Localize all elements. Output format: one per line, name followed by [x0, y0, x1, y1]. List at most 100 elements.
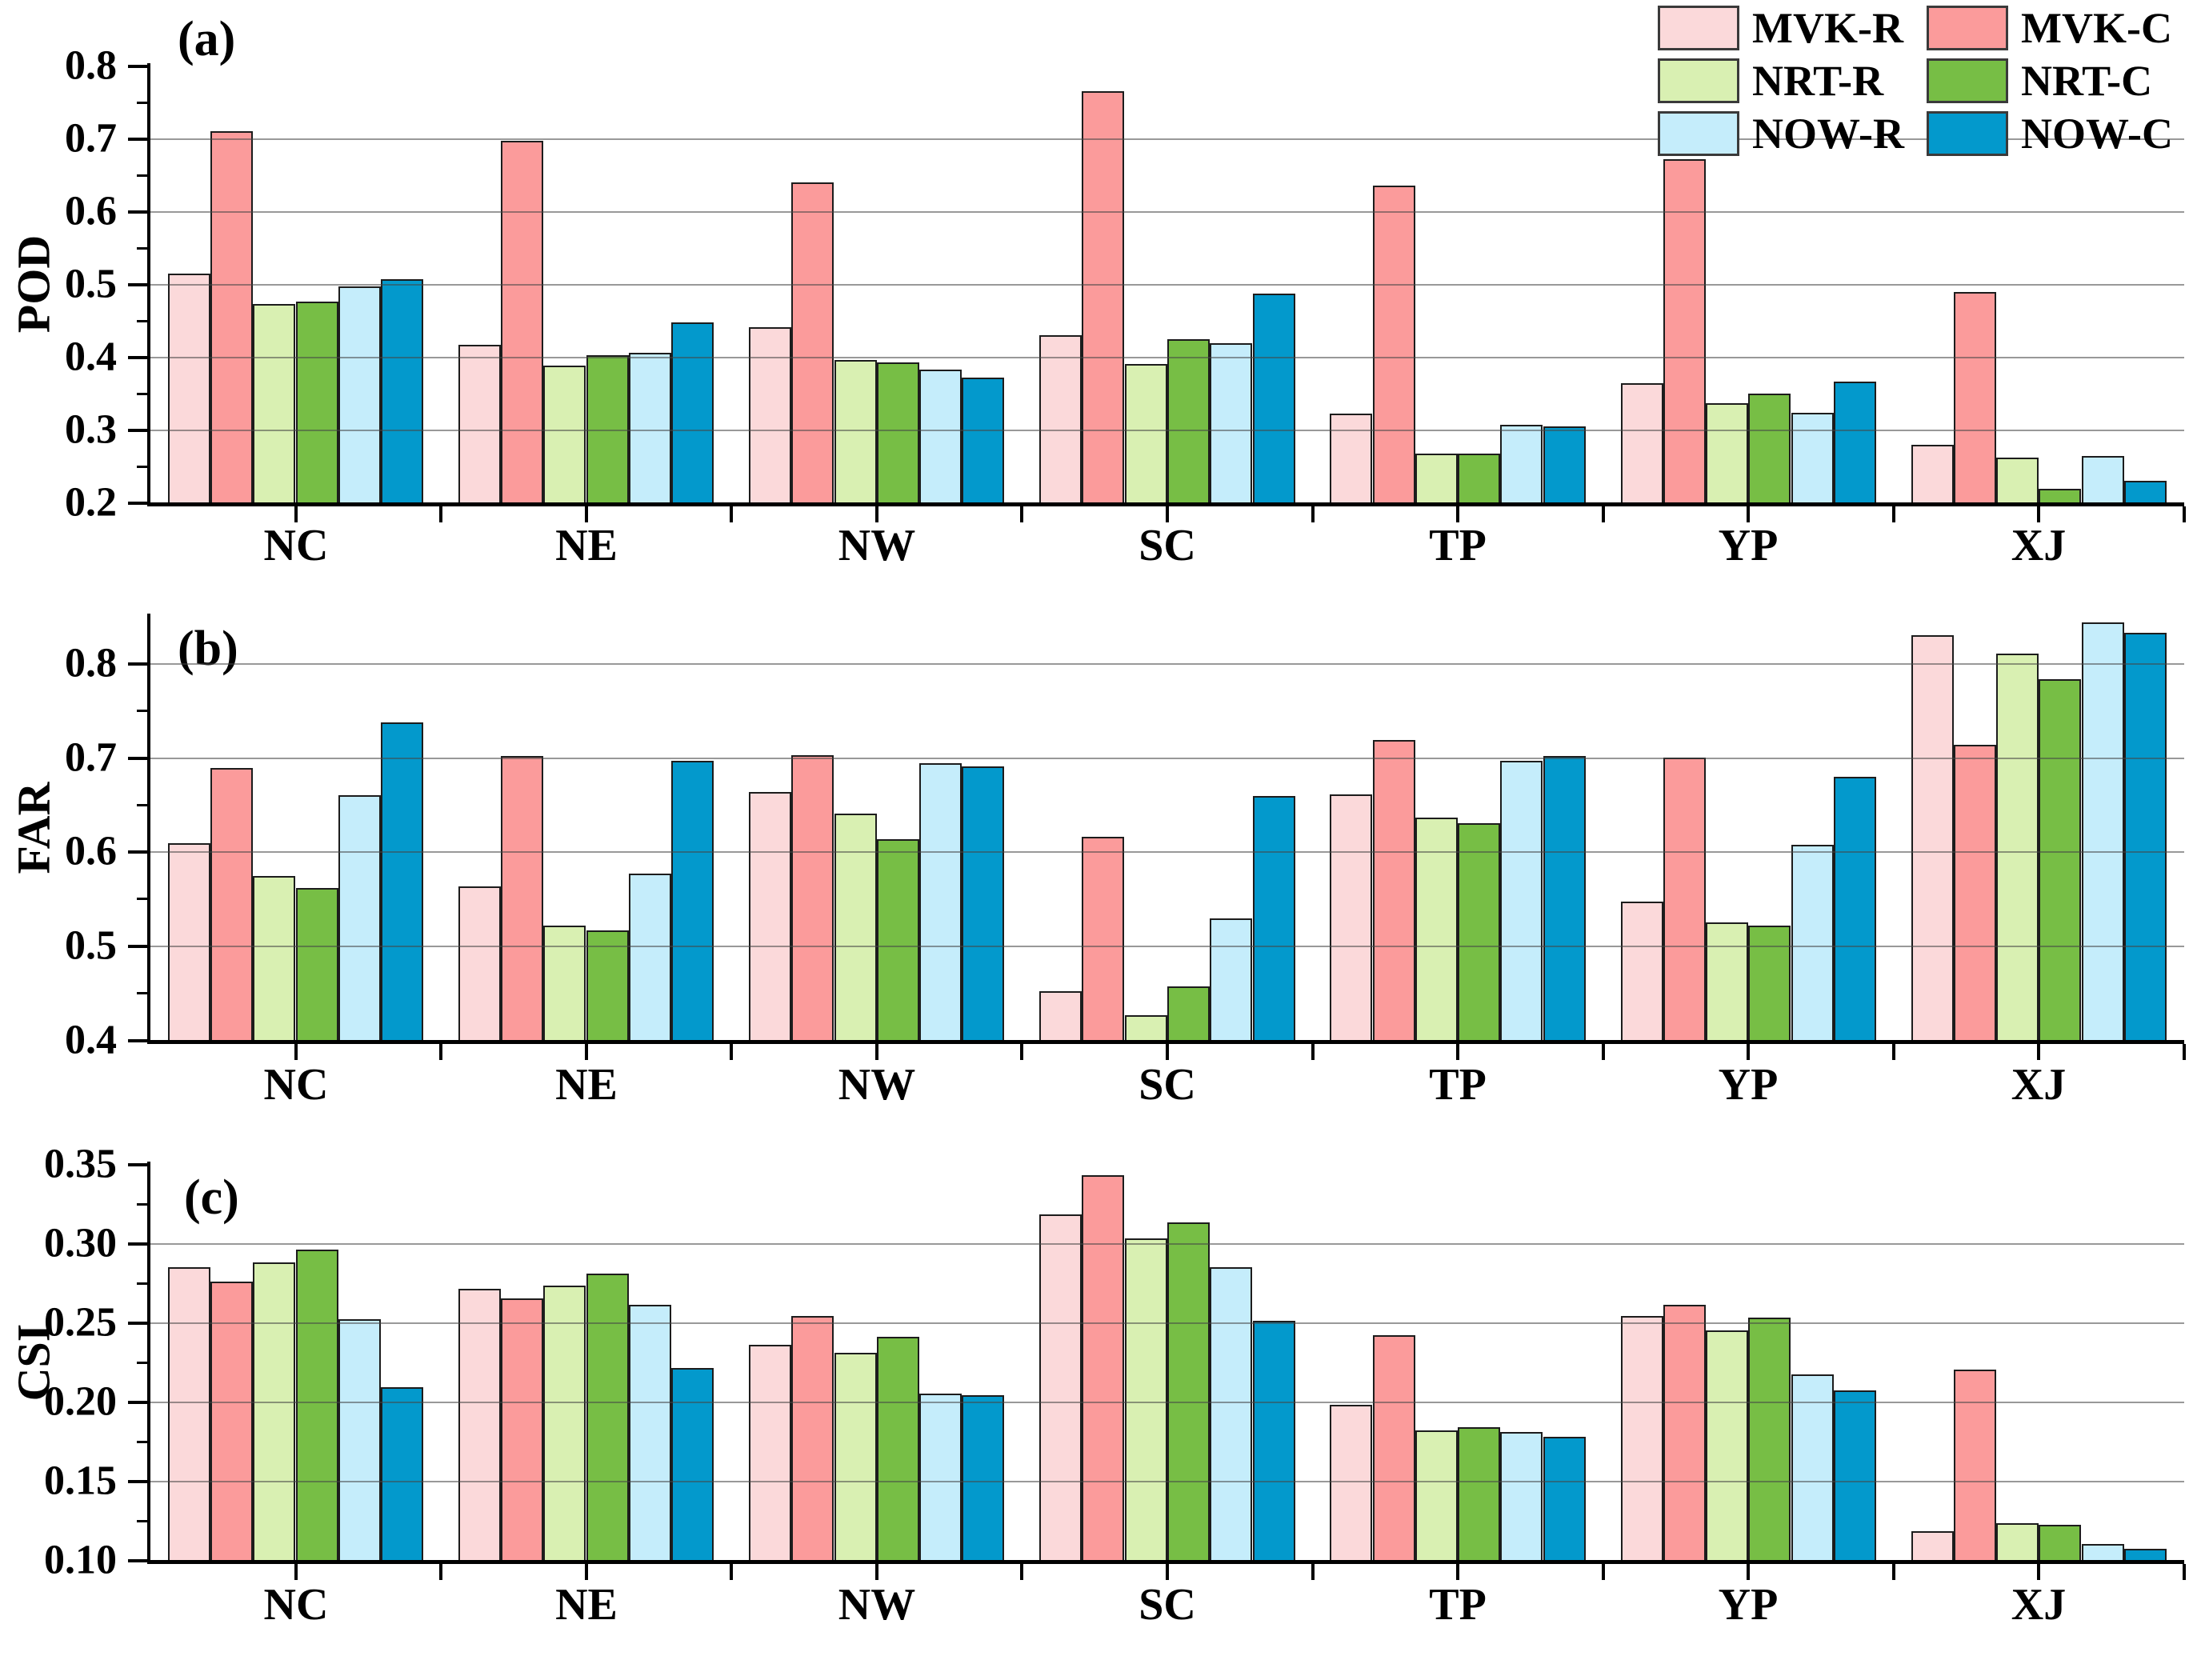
- legend-item-MVK-C: MVK-C: [1927, 3, 2172, 53]
- bar-NRT-R-YP-b: [1706, 922, 1748, 1042]
- bar-MVK-C-NW-c: [791, 1316, 834, 1562]
- bar-MVK-C-NC-c: [210, 1282, 253, 1562]
- bar-NOW-C-NC-a: [381, 279, 423, 504]
- bar-NRT-R-SC-c: [1125, 1238, 1167, 1562]
- y-major-tick-a: [128, 283, 147, 286]
- bar-NRT-R-NW-c: [834, 1353, 877, 1562]
- y-tick-label-b: 0.5: [65, 922, 117, 969]
- panel-letter-c: (c): [184, 1170, 239, 1225]
- y-major-tick-a: [128, 65, 147, 68]
- bar-NOW-R-YP-a: [1791, 413, 1834, 504]
- y-tick-label-b: 0.4: [65, 1017, 117, 1063]
- bar-MVK-C-NC-b: [210, 768, 253, 1042]
- bar-NRT-C-YP-b: [1748, 926, 1791, 1042]
- bar-NRT-C-NW-a: [877, 362, 919, 504]
- y-minor-tick-c: [137, 1441, 147, 1443]
- x-center-tick-b: [1747, 1044, 1750, 1060]
- x-boundary-tick-b: [1602, 1044, 1605, 1060]
- bar-MVK-C-YP-c: [1663, 1305, 1706, 1562]
- bar-MVK-C-XJ-c: [1954, 1370, 1996, 1562]
- bar-NOW-R-YP-b: [1791, 845, 1834, 1042]
- gridline-c-0.2: [150, 1402, 2184, 1403]
- bar-MVK-R-NE-a: [458, 345, 501, 504]
- legend-item-NRT-R: NRT-R: [1658, 56, 1883, 106]
- bar-NRT-R-NC-a: [253, 304, 295, 504]
- bar-MVK-R-NE-b: [458, 886, 501, 1042]
- x-center-tick-b: [585, 1044, 588, 1060]
- bar-NRT-C-SC-b: [1167, 986, 1210, 1042]
- y-minor-tick-b: [137, 898, 147, 900]
- y-axis-title-c: CSI: [7, 1323, 60, 1402]
- bar-MVK-C-TP-c: [1373, 1335, 1415, 1562]
- x-center-tick-b: [1456, 1044, 1459, 1060]
- bar-MVK-C-YP-b: [1663, 758, 1706, 1042]
- y-tick-label-c: 0.30: [44, 1220, 117, 1266]
- bar-NOW-C-YP-a: [1834, 382, 1876, 504]
- bar-NRT-C-NC-a: [296, 302, 338, 504]
- bar-MVK-C-NW-a: [791, 182, 834, 504]
- bar-NOW-R-NW-b: [919, 763, 962, 1042]
- bar-MVK-R-NW-a: [749, 327, 791, 504]
- y-tick-label-b: 0.7: [65, 734, 117, 781]
- legend-swatch-MVK-R: [1658, 6, 1739, 50]
- panel-letter-a: (a): [178, 12, 236, 66]
- bar-NRT-R-NE-a: [543, 366, 586, 504]
- x-boundary-tick-a: [2183, 506, 2186, 522]
- bar-MVK-C-TP-b: [1373, 740, 1415, 1042]
- x-center-tick-b: [294, 1044, 298, 1060]
- bar-NRT-C-TP-c: [1458, 1427, 1500, 1562]
- category-label-NC-a: NC: [263, 521, 329, 570]
- bar-NRT-C-SC-a: [1167, 339, 1210, 504]
- legend-swatch-NOW-C: [1927, 111, 2008, 156]
- bar-NRT-C-NW-c: [877, 1337, 919, 1562]
- gridline-c-0.15: [150, 1481, 2184, 1482]
- x-center-tick-a: [1166, 506, 1169, 522]
- y-tick-label-c: 0.25: [44, 1299, 117, 1346]
- x-boundary-tick-c: [730, 1564, 733, 1580]
- category-label-NC-c: NC: [263, 1580, 329, 1630]
- bar-MVK-R-SC-c: [1039, 1214, 1082, 1562]
- bar-NOW-C-TP-b: [1543, 756, 1586, 1042]
- y-axis-title-b: FAR: [7, 782, 60, 874]
- x-center-tick-c: [875, 1564, 878, 1580]
- y-major-tick-c: [128, 1401, 147, 1404]
- bar-NRT-R-TP-a: [1415, 454, 1458, 504]
- x-center-tick-a: [294, 506, 298, 522]
- bar-MVK-C-NW-b: [791, 755, 834, 1042]
- legend-label-MVK-R: MVK-R: [1752, 4, 1903, 52]
- x-center-tick-c: [2037, 1564, 2040, 1580]
- bar-MVK-C-SC-b: [1082, 837, 1124, 1042]
- bar-NRT-R-XJ-b: [1996, 654, 2039, 1042]
- gridline-b-0.7: [150, 758, 2184, 759]
- x-center-tick-a: [1456, 506, 1459, 522]
- bar-NRT-R-NE-b: [543, 926, 586, 1042]
- y-major-tick-c: [128, 1322, 147, 1325]
- bar-NRT-R-TP-b: [1415, 818, 1458, 1042]
- bar-NOW-C-NW-a: [962, 378, 1004, 504]
- y-major-tick-b: [128, 945, 147, 948]
- legend-label-NOW-R: NOW-R: [1752, 110, 1904, 158]
- bar-NRT-R-SC-b: [1125, 1015, 1167, 1042]
- legend-swatch-NOW-R: [1658, 111, 1739, 156]
- y-minor-tick-a: [137, 247, 147, 250]
- bar-MVK-C-XJ-a: [1954, 292, 1996, 504]
- bar-MVK-C-NC-a: [210, 131, 253, 504]
- category-label-NW-b: NW: [838, 1060, 916, 1110]
- bar-NOW-C-SC-a: [1253, 294, 1295, 504]
- category-label-SC-c: SC: [1139, 1580, 1196, 1630]
- bar-NRT-C-YP-c: [1748, 1318, 1791, 1562]
- bar-MVK-R-XJ-a: [1911, 445, 1954, 504]
- bar-MVK-R-TP-b: [1330, 794, 1372, 1042]
- x-boundary-tick-a: [730, 506, 733, 522]
- legend-label-NOW-C: NOW-C: [2021, 110, 2173, 158]
- gridline-a-0.5: [150, 284, 2184, 286]
- bar-MVK-R-NC-a: [168, 274, 210, 504]
- bar-NOW-C-NW-b: [962, 766, 1004, 1042]
- x-boundary-tick-a: [1892, 506, 1895, 522]
- y-axis-a: [147, 63, 150, 505]
- category-label-NE-b: NE: [555, 1060, 618, 1110]
- x-center-tick-a: [2037, 506, 2040, 522]
- x-boundary-tick-a: [1602, 506, 1605, 522]
- y-minor-tick-a: [137, 393, 147, 395]
